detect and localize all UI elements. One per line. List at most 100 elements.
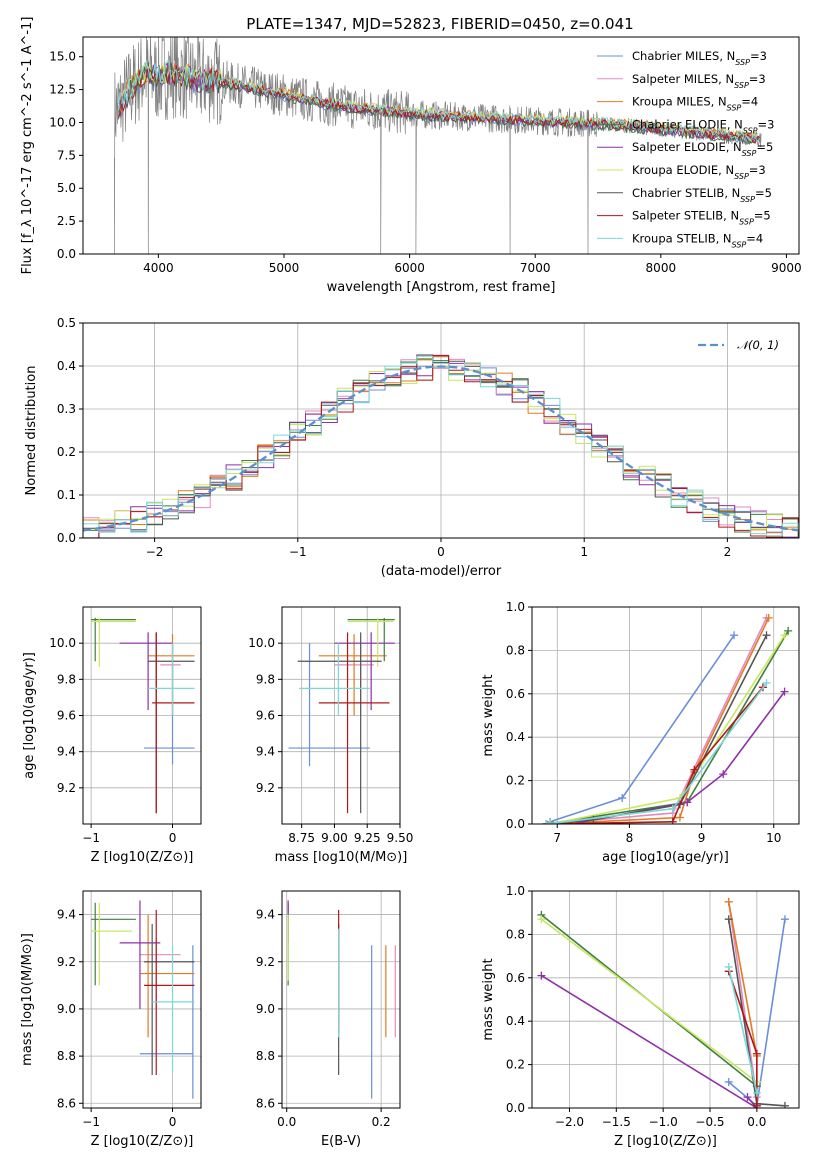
- x-tick-label: −1.5: [602, 1115, 631, 1129]
- weight-marker-0: [618, 793, 627, 802]
- y-tick-label: 9.0: [256, 1002, 275, 1016]
- reference-legend-label: 𝒩(0, 1): [737, 338, 779, 352]
- x-tick-label: 8: [626, 831, 634, 845]
- weight-marker-8: [724, 962, 733, 971]
- weight-marker-6: [589, 815, 598, 824]
- axes-frame: [281, 890, 401, 1109]
- grid: [532, 890, 799, 1109]
- weight-marker-6: [724, 915, 733, 924]
- y-tick-label: 0.8: [506, 927, 525, 941]
- weight-marker-7: [752, 1049, 761, 1058]
- histogram-1: [83, 354, 799, 536]
- legend-label-0: Chabrier MILES, NSSP=3: [632, 49, 767, 67]
- weight-marker-0: [724, 1077, 733, 1086]
- y-tick-label: 0.4: [506, 730, 525, 744]
- y-tick-label: 1.0: [506, 600, 525, 614]
- weight-marker-3: [784, 626, 793, 635]
- x-tick-label: 4000: [143, 261, 174, 275]
- y-tick-label: 0.2: [506, 1058, 525, 1072]
- weight-line-0: [549, 634, 735, 823]
- y-tick-label: 8.8: [57, 1049, 76, 1063]
- histogram-8: [83, 355, 799, 537]
- model-line-3: [117, 62, 761, 146]
- legend-label-2: Kroupa MILES, NSSP=4: [632, 95, 758, 113]
- grid: [282, 607, 401, 824]
- figure-title: PLATE=1347, MJD=52823, FIBERID=0450, z=0…: [246, 15, 633, 33]
- legend-label-7: Salpeter STELIB, NSSP=5: [632, 209, 771, 227]
- weight-marker-4: [743, 1093, 752, 1102]
- y-tick-label: 9.4: [57, 908, 76, 922]
- weight-marker-6: [762, 631, 771, 640]
- y-tick-label: 0.0: [57, 247, 76, 261]
- plot-area: [537, 897, 789, 1108]
- weight-marker-4: [780, 687, 789, 696]
- axes-frame: [82, 322, 800, 539]
- plot-area: [91, 617, 195, 814]
- y-tick-label: 1.0: [506, 884, 525, 898]
- weight-marker-7: [690, 765, 699, 774]
- y-tick-label: 9.4: [256, 908, 275, 922]
- x-tick-label: 2: [724, 545, 732, 559]
- panel-mass_weight_vs_Z: −2.0 −1.5 −1.0 −0.5 0.0 0.0 0.2 0.4 0.6 0.8 1.0 Z […: [481, 884, 800, 1149]
- legend-label-8: Kroupa STELIB, NSSP=4: [632, 231, 763, 249]
- weight-line-6: [546, 634, 768, 824]
- y-axis-label: mass weight: [481, 958, 496, 1040]
- x-axis-label: age [log10(age/yr)]: [602, 850, 729, 865]
- legend-label-1: Salpeter MILES, NSSP=3: [632, 72, 766, 90]
- y-tick-label: 8.6: [256, 1096, 275, 1110]
- histogram-4: [83, 355, 799, 538]
- y-tick-label: 9.2: [57, 781, 76, 795]
- weight-marker-7: [752, 1101, 761, 1108]
- axes-frame: [531, 606, 800, 825]
- x-tick-label: 7000: [520, 261, 551, 275]
- y-tick-label: 2.5: [57, 214, 76, 228]
- y-tick-label: 8.8: [256, 1049, 275, 1063]
- weight-line-5: [540, 918, 758, 1083]
- x-axis-label: Z [log10(Z/Z⊙)]: [91, 1134, 194, 1149]
- panel-spectrum: 4000 5000 6000 7000 8000 9000 0.0 2.5 5.0 7.5 10.0…: [20, 17, 802, 295]
- x-tick-label: −1: [82, 831, 100, 845]
- y-tick-label: 7.5: [57, 148, 76, 162]
- y-tick-label: 9.2: [57, 955, 76, 969]
- x-tick-label: 9000: [771, 261, 802, 275]
- y-tick-label: 12.5: [49, 83, 76, 97]
- weight-marker-4: [719, 770, 728, 779]
- model-line-8: [117, 59, 761, 142]
- axes-frame: [82, 890, 202, 1109]
- spectrum-legend: Chabrier MILES, NSSP=3 Salpeter MILES, NS…: [597, 49, 774, 249]
- panel-mass_vs_ebv: 0.0 0.2 8.6 8.8 9.0 9.2 9.4 E(B-V): [256, 890, 401, 1149]
- x-tick-label: 0: [169, 1115, 177, 1129]
- plot-area: [287, 900, 396, 1099]
- weight-marker-4: [537, 971, 546, 980]
- panel-age_vs_Z: −1 0 9.2 9.4 9.6 9.8 10.0 Z [log10(Z/Z⊙)] age [l…: [22, 606, 202, 865]
- weight-line-3: [546, 630, 789, 824]
- y-tick-label: 0.4: [57, 359, 76, 373]
- y-tick-label: 9.2: [256, 781, 275, 795]
- y-tick-label: 0.1: [57, 488, 76, 502]
- x-axis-label: (data-model)/error: [381, 564, 502, 579]
- y-tick-label: 9.6: [256, 709, 275, 723]
- x-tick-label: 1: [580, 545, 588, 559]
- x-tick-label: 7: [553, 831, 561, 845]
- weight-marker-2: [675, 813, 684, 822]
- y-tick-label: 0.2: [57, 445, 76, 459]
- x-axis-label: Z [log10(Z/Z⊙)]: [614, 1134, 717, 1149]
- x-tick-label: 9.00: [321, 831, 348, 845]
- x-tick-label: 0.0: [277, 1115, 296, 1129]
- histogram-5: [83, 365, 799, 538]
- weight-line-4: [540, 974, 758, 1108]
- histogram-6: [83, 354, 799, 538]
- x-axis-label: Z [log10(Z/Z⊙)]: [91, 850, 194, 865]
- axes-frame: [531, 890, 800, 1109]
- x-tick-label: 8000: [646, 261, 677, 275]
- plot-area: [83, 354, 799, 538]
- x-tick-label: 0: [437, 545, 445, 559]
- y-axis-label: mass weight: [481, 674, 496, 756]
- weight-marker-5: [537, 915, 546, 924]
- x-tick-label: −2: [146, 545, 164, 559]
- x-tick-label: 9.50: [387, 831, 414, 845]
- y-tick-label: 9.8: [256, 672, 275, 686]
- weight-line-5: [549, 634, 786, 824]
- weight-line-1: [546, 617, 768, 824]
- y-tick-label: 0.8: [506, 643, 525, 657]
